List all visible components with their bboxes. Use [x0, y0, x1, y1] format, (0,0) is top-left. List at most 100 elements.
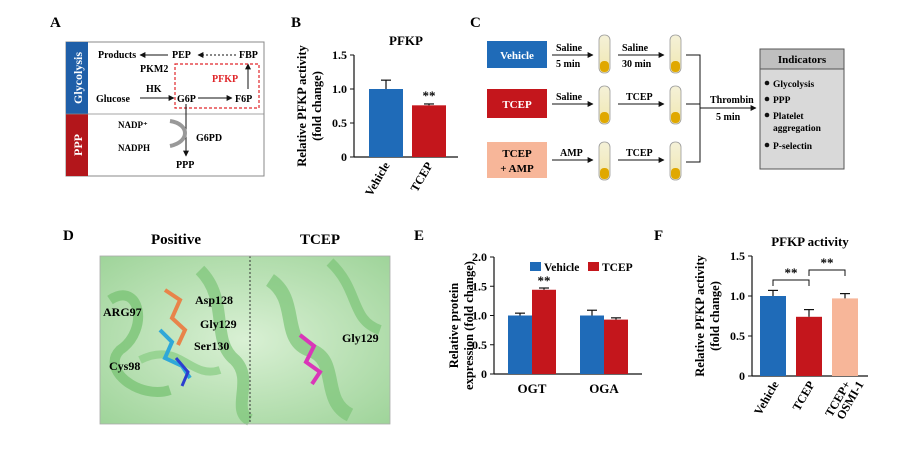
b-ytick-label-1: 0.5: [332, 116, 347, 130]
row2-step1-label: Saline: [556, 92, 583, 103]
f-ylabel-1: (fold change): [708, 281, 722, 351]
hk-label: HK: [146, 84, 162, 95]
e-xlabel-0: OGT: [518, 381, 547, 396]
e-xlabel-1: OGA: [589, 381, 619, 396]
b-bar-1: [412, 105, 446, 157]
row1-step2-time: 30 min: [622, 59, 652, 70]
e-ytick-label-3: 1.5: [472, 279, 487, 293]
b-sig-1: **: [423, 88, 436, 103]
nadph-label: NADPH: [118, 143, 150, 153]
f-xlabel-1-0: TCEP: [789, 379, 817, 414]
f-ytick-label-3: 1.5: [730, 249, 745, 263]
residue-gly129-left: Gly129: [200, 317, 237, 331]
group-label-tcep: TCEP: [502, 99, 532, 111]
residue-asp128: Asp128: [195, 293, 233, 307]
group-label-tcep-amp-2: + AMP: [500, 163, 534, 175]
row3-step1-label: AMP: [560, 148, 583, 159]
merge-bracket: [686, 54, 701, 163]
e-ytick-label-0: 0: [481, 367, 487, 381]
e-bar-0-0: [508, 315, 532, 374]
ppp-output-label: PPP: [176, 160, 194, 171]
glucose-label: Glucose: [96, 94, 130, 105]
nadp-conversion-curve: [169, 119, 187, 148]
b-ytick-label-3: 1.5: [332, 48, 347, 62]
chart-e: 0 0.5 1.0 1.5 2.0 Relative protein expression …: [447, 250, 642, 396]
b-title: PFKP: [389, 33, 423, 48]
e-bar-1-0: [580, 315, 604, 374]
chart-f: 0 0.5 1.0 1.5 PFKP activity Relative PFKP act…: [693, 234, 868, 422]
nadp-label: NADP⁺: [118, 120, 148, 130]
panel-letter-f: F: [654, 228, 663, 244]
indicators-header: [759, 48, 845, 70]
f-bracket-1: [808, 269, 846, 276]
f-bracket-0: [772, 279, 810, 286]
tube-row3-a: [598, 141, 611, 181]
b-ytick-label-0: 0: [341, 150, 347, 164]
f-bracket-label-0: **: [785, 265, 798, 280]
b-xlabel-0: Vehicle: [362, 159, 393, 199]
thrombin-label: Thrombin: [710, 95, 754, 106]
glycolysis-label: Glycolysis: [71, 52, 85, 104]
group-label-tcep-amp-1: TCEP: [502, 148, 532, 160]
tube-row1-b: [669, 34, 682, 74]
panel-letter-b: B: [291, 15, 301, 31]
workflow-diagram: Vehicle TCEP TCEP + AMP Saline 5 min Sal…: [487, 34, 845, 181]
b-xlabel-1: TCEP: [407, 160, 435, 195]
e-legend-swatch-0: [530, 262, 541, 271]
indicator-bullet-2: [764, 96, 770, 102]
f-ylabel-0: Relative PFKP activity: [693, 255, 707, 377]
indicator-bullet-1: [764, 80, 770, 86]
row1-step2-label: Saline: [622, 43, 649, 54]
indicator-bullet-3: [764, 112, 770, 118]
g6p-label: G6P: [177, 94, 196, 105]
group-box-vehicle: [487, 41, 547, 68]
f-xlabel-0-0: Vehicle: [751, 378, 782, 418]
f6p-label: F6P: [235, 94, 252, 105]
f-bracket-label-1: **: [821, 255, 834, 270]
row1-step1-time: 5 min: [556, 59, 581, 70]
e-bar-0-1: [532, 289, 556, 374]
e-sig-0: **: [538, 273, 551, 288]
structure-positive-title: Positive: [151, 232, 201, 248]
thrombin-time: 5 min: [716, 112, 741, 123]
g6pd-label: G6PD: [196, 133, 222, 144]
f-ytick-label-0: 0: [739, 369, 745, 383]
e-ylabel-1: expression (fold change): [462, 261, 476, 390]
panel-letter-d: D: [63, 228, 74, 244]
f-bar-1: [796, 316, 822, 376]
pathway-frame: [65, 41, 265, 177]
ppp-band: [66, 114, 88, 176]
pfkp-label: PFKP: [212, 74, 238, 85]
residue-cys98: Cys98: [109, 359, 140, 373]
residue-ser130: Ser130: [194, 339, 229, 353]
e-ylabel-0: Relative protein: [447, 283, 461, 369]
panel-letter-e: E: [414, 228, 424, 244]
b-ylabel-1: (fold change): [310, 71, 324, 141]
indicator-bullet-4: [764, 142, 770, 148]
e-ytick-label-4: 2.0: [472, 250, 487, 264]
group-box-tcep-amp: [487, 142, 547, 178]
b-ytick-label-2: 1.0: [332, 82, 347, 96]
chart-b: 0 0.5 1.0 1.5 PFKP Relative PFKP activity (fol…: [295, 33, 458, 198]
indicator-pselectin: P-selectin: [773, 142, 813, 152]
tube-row2-b: [669, 85, 682, 125]
ppp-band-label: PPP: [71, 134, 85, 156]
f-ytick-label-2: 1.0: [730, 289, 745, 303]
group-box-tcep: [487, 89, 547, 118]
glycolysis-band: [66, 42, 88, 114]
products-label: Products: [98, 50, 136, 61]
panel-letter-c: C: [470, 15, 481, 31]
protein-structure-image: [99, 255, 391, 426]
indicator-glycolysis: Glycolysis: [773, 80, 814, 90]
indicator-platelet: Platelet: [773, 112, 804, 122]
e-legend-label-1: TCEP: [602, 262, 633, 274]
residue-arg97: ARG97: [103, 305, 142, 319]
e-ytick-label-2: 1.0: [472, 309, 487, 323]
tube-row1-a: [598, 34, 611, 74]
e-legend-label-0: Vehicle: [544, 262, 579, 274]
row3-step2-label: TCEP: [626, 148, 653, 159]
e-legend-swatch-1: [588, 262, 599, 271]
indicators-title: Indicators: [778, 54, 827, 66]
structure-tcep-title: TCEP: [300, 232, 340, 248]
